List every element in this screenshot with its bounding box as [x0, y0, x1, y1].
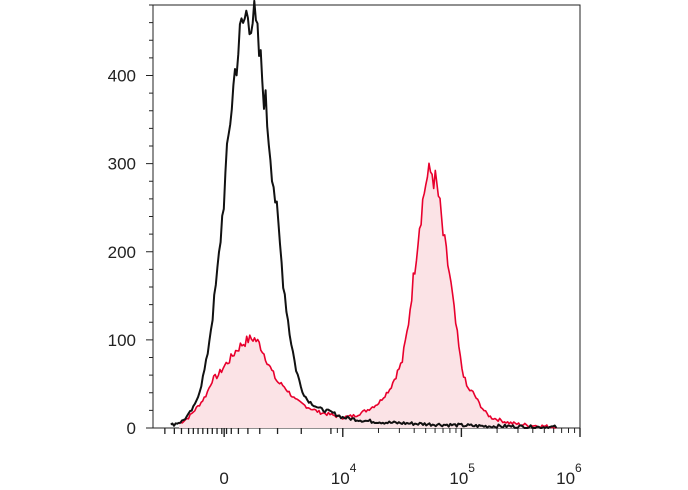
plot-area — [152, 4, 581, 429]
x-axis: 0 104 105 106 — [164, 428, 582, 488]
y-tick-label: 300 — [108, 155, 136, 174]
x-tick-label: 0 — [219, 469, 228, 488]
x-tick-label: 105 — [449, 461, 475, 488]
series-layer — [170, 0, 558, 429]
y-tick-label: 100 — [108, 331, 136, 350]
series-1-line — [170, 0, 558, 429]
series-0-line — [178, 162, 557, 429]
series-0-area — [179, 163, 557, 429]
y-tick-label: 400 — [108, 67, 136, 86]
y-axis: 0 100 200 300 400 — [108, 4, 153, 438]
plot-frame — [152, 4, 581, 429]
x-tick-label: 106 — [556, 461, 582, 488]
y-tick-label: 200 — [108, 243, 136, 262]
y-tick-label: 0 — [127, 419, 136, 438]
x-tick-label: 104 — [331, 461, 357, 488]
